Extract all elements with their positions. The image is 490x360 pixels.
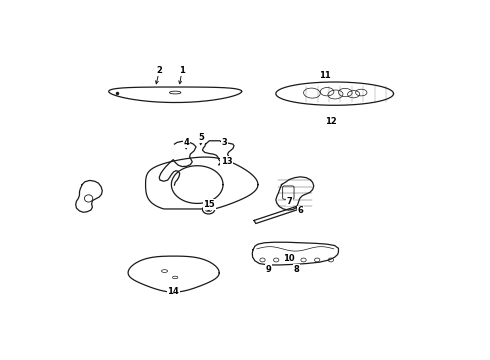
Text: 3: 3: [221, 139, 227, 148]
Text: 15: 15: [203, 200, 215, 209]
Text: 10: 10: [283, 253, 295, 262]
Text: 5: 5: [199, 133, 205, 142]
Text: 7: 7: [286, 197, 292, 206]
Text: 11: 11: [319, 71, 331, 80]
Text: 12: 12: [325, 117, 337, 126]
Circle shape: [206, 207, 212, 212]
Text: 6: 6: [297, 206, 303, 215]
Text: 13: 13: [220, 157, 232, 166]
Text: 14: 14: [168, 287, 179, 296]
Text: 4: 4: [184, 139, 190, 148]
Text: 9: 9: [266, 265, 271, 274]
Circle shape: [207, 209, 210, 210]
Text: 1: 1: [179, 66, 185, 75]
Text: 8: 8: [294, 265, 299, 274]
Text: 2: 2: [156, 66, 162, 75]
